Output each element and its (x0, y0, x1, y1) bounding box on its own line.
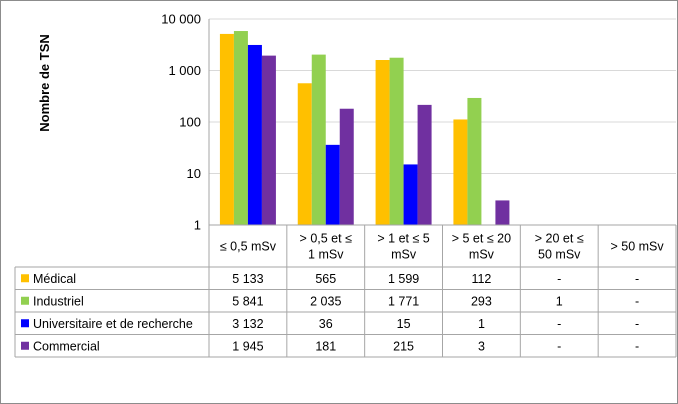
data-label: 215 (393, 339, 414, 353)
data-label: 1 599 (388, 272, 419, 286)
data-label: 1 771 (388, 294, 419, 308)
data-label: 5 841 (232, 294, 263, 308)
data-label: 2 035 (310, 294, 341, 308)
bar (403, 164, 418, 225)
bar (339, 108, 354, 225)
y-tick-label: 1 (194, 218, 201, 233)
category-label: 1 mSv (308, 248, 344, 262)
data-label: 112 (471, 272, 491, 286)
bar (311, 54, 326, 225)
data-label: - (635, 272, 639, 286)
bar (375, 60, 390, 226)
data-label: 293 (471, 294, 492, 308)
legend-label: Industriel (33, 294, 84, 308)
data-label: - (557, 339, 561, 353)
data-label: 1 (478, 317, 485, 331)
category-label: > 5 et ≤ 20 (452, 232, 511, 246)
data-label: - (635, 339, 639, 353)
category-label: ≤ 0,5 mSv (220, 240, 277, 254)
bar (233, 31, 248, 225)
data-label: - (557, 317, 561, 331)
y-tick-label: 10 000 (161, 12, 201, 27)
category-label: > 0,5 et ≤ (300, 232, 353, 246)
bars (219, 31, 510, 226)
data-label: 565 (315, 272, 336, 286)
bar (325, 144, 340, 225)
legend-label: Commercial (33, 339, 100, 353)
data-label: - (557, 272, 561, 286)
data-label: 1 (556, 294, 563, 308)
category-label: 50 mSv (538, 248, 581, 262)
legend-swatch (21, 274, 29, 283)
bar (297, 83, 312, 226)
bar (417, 104, 432, 225)
category-label: mSv (391, 248, 417, 262)
data-label: 3 132 (232, 317, 263, 331)
y-tick-label: 10 (187, 166, 201, 181)
bar (389, 57, 404, 226)
data-label: 181 (315, 339, 336, 353)
y-axis: 1 10 100 1 000 10 000 (161, 12, 210, 233)
y-axis-label: Nombre de TSN (37, 34, 52, 132)
category-label: > 50 mSv (611, 240, 665, 254)
bar (219, 33, 234, 225)
data-label: 36 (319, 317, 333, 331)
data-label: - (635, 317, 639, 331)
legend-swatch (21, 341, 29, 350)
data-label: 15 (397, 317, 411, 331)
bar (467, 97, 482, 225)
legend-swatch (21, 296, 29, 305)
data-label: 5 133 (232, 272, 263, 286)
category-label: mSv (469, 248, 495, 262)
bar (495, 200, 510, 225)
legend-swatch (21, 319, 29, 328)
data-label: 1 945 (232, 339, 263, 353)
y-tick-label: 100 (179, 115, 201, 130)
data-label: - (635, 294, 639, 308)
bar (261, 55, 276, 226)
bar (247, 44, 262, 225)
category-label: > 20 et ≤ (535, 232, 584, 246)
legend-label: Médical (33, 272, 76, 286)
gridlines (209, 18, 676, 174)
bar (453, 119, 468, 225)
y-tick-label: 1 000 (168, 63, 201, 78)
legend-label: Universitaire et de recherche (33, 317, 193, 331)
category-label: > 1 et ≤ 5 (377, 232, 429, 246)
data-label: 3 (478, 339, 485, 353)
